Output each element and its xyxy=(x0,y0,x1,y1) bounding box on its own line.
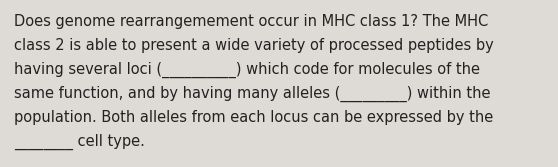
Text: ________ cell type.: ________ cell type. xyxy=(14,134,145,150)
Text: having several loci (__________) which code for molecules of the: having several loci (__________) which c… xyxy=(14,62,480,78)
Text: population. Both alleles from each locus can be expressed by the: population. Both alleles from each locus… xyxy=(14,110,493,125)
Text: same function, and by having many alleles (_________) within the: same function, and by having many allele… xyxy=(14,86,490,102)
Text: class 2 is able to present a wide variety of processed peptides by: class 2 is able to present a wide variet… xyxy=(14,38,494,53)
Text: Does genome rearrangemement occur in MHC class 1? The MHC: Does genome rearrangemement occur in MHC… xyxy=(14,14,488,29)
